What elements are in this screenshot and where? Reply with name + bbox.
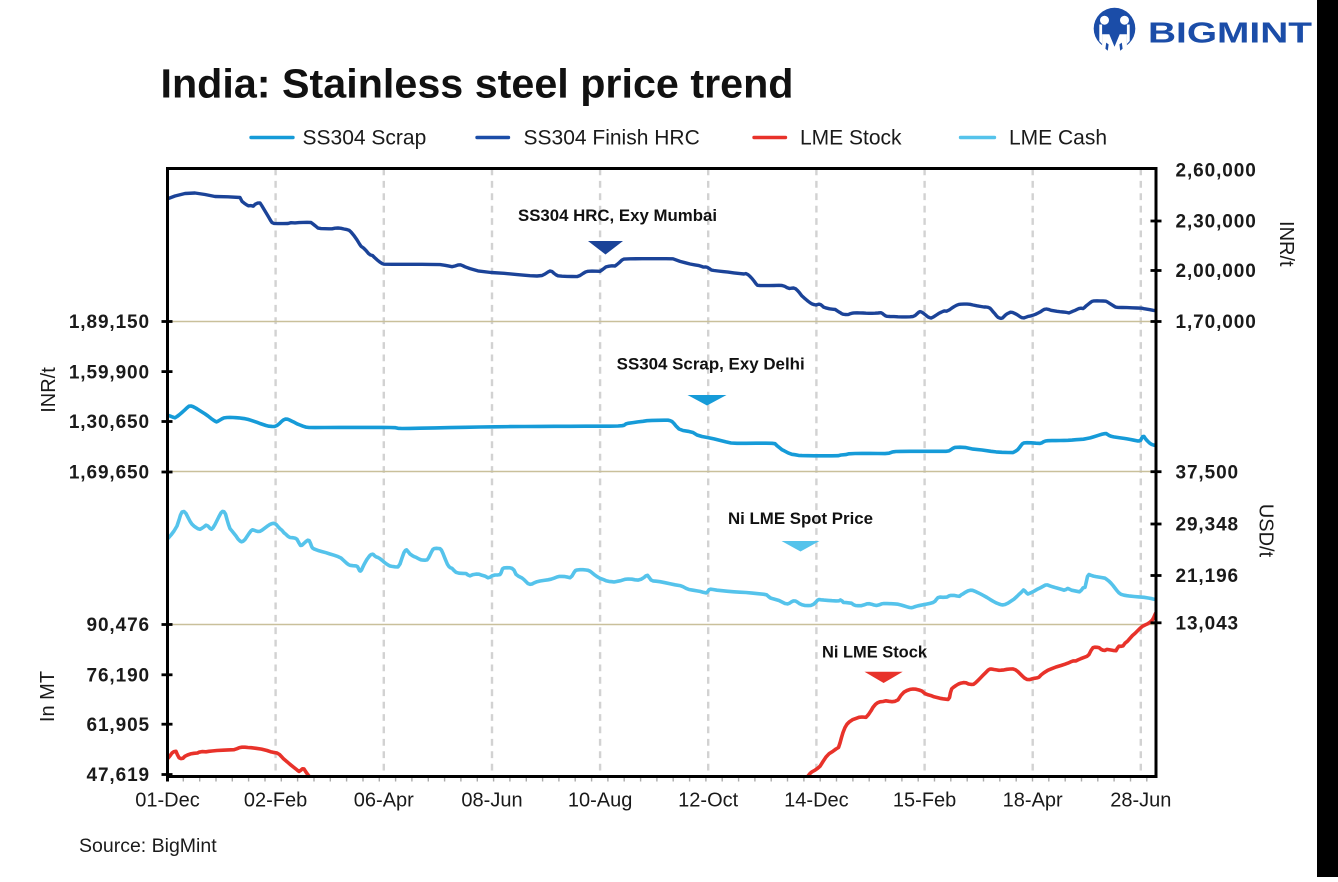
svg-text:02-Feb: 02-Feb	[244, 790, 307, 812]
svg-text:1,89,150: 1,89,150	[69, 312, 150, 333]
svg-text:37,500: 37,500	[1176, 462, 1240, 483]
svg-text:SS304 Scrap, Exy Delhi: SS304 Scrap, Exy Delhi	[617, 356, 805, 374]
svg-text:1,69,650: 1,69,650	[69, 463, 150, 484]
svg-text:BIGMINT: BIGMINT	[1148, 18, 1312, 50]
svg-text:SS304 Scrap: SS304 Scrap	[303, 127, 427, 150]
svg-text:21,196: 21,196	[1176, 566, 1240, 587]
svg-text:90,476: 90,476	[86, 615, 150, 636]
svg-text:29,348: 29,348	[1176, 515, 1240, 536]
svg-text:08-Jun: 08-Jun	[461, 790, 522, 812]
svg-text:In MT: In MT	[37, 671, 59, 722]
svg-text:2,30,000: 2,30,000	[1176, 212, 1257, 233]
svg-text:76,190: 76,190	[86, 666, 150, 687]
svg-text:Ni LME Stock: Ni LME Stock	[822, 644, 928, 662]
svg-text:SS304 Finish HRC: SS304 Finish HRC	[524, 127, 700, 150]
svg-text:06-Apr: 06-Apr	[354, 790, 414, 812]
svg-text:SS304 HRC, Exy Mumbai: SS304 HRC, Exy Mumbai	[518, 207, 717, 225]
svg-text:INR/t: INR/t	[38, 367, 60, 413]
svg-text:1,70,000: 1,70,000	[1176, 312, 1257, 333]
svg-text:15-Feb: 15-Feb	[893, 790, 956, 812]
svg-text:47,619: 47,619	[86, 765, 150, 786]
svg-text:2,00,000: 2,00,000	[1176, 261, 1257, 282]
svg-text:LME Stock: LME Stock	[800, 127, 902, 150]
svg-text:01-Dec: 01-Dec	[135, 790, 199, 812]
svg-text:14-Dec: 14-Dec	[784, 790, 848, 812]
svg-text:INR/t: INR/t	[1275, 221, 1297, 267]
svg-text:13,043: 13,043	[1176, 614, 1240, 635]
svg-text:USD/t: USD/t	[1255, 504, 1277, 558]
svg-text:10-Aug: 10-Aug	[568, 790, 633, 812]
svg-text:18-Apr: 18-Apr	[1003, 790, 1063, 812]
svg-text:India: Stainless steel price t: India: Stainless steel price trend	[161, 61, 794, 107]
svg-text:Source: BigMint: Source: BigMint	[79, 835, 217, 857]
svg-text:1,59,900: 1,59,900	[69, 362, 150, 383]
svg-text:1,30,650: 1,30,650	[69, 412, 150, 433]
svg-text:2,60,000: 2,60,000	[1176, 161, 1257, 182]
svg-text:12-Oct: 12-Oct	[678, 790, 738, 812]
svg-text:28-Jun: 28-Jun	[1110, 790, 1171, 812]
svg-text:LME Cash: LME Cash	[1009, 127, 1107, 150]
svg-text:61,905: 61,905	[86, 715, 150, 736]
svg-text:Ni LME Spot Price: Ni LME Spot Price	[728, 510, 873, 528]
